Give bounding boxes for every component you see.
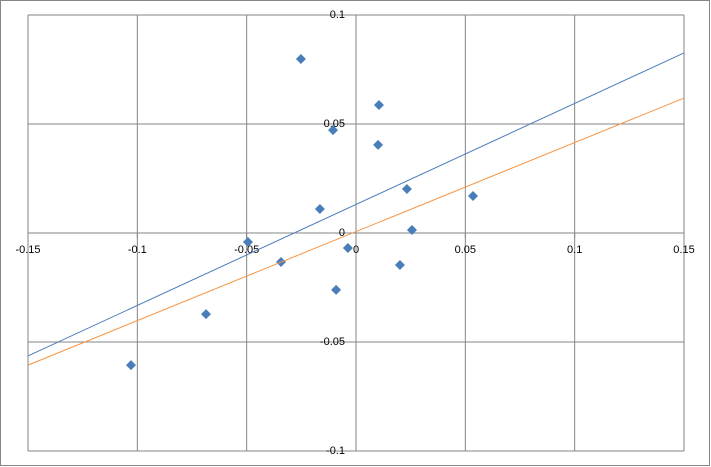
data-point <box>373 139 384 150</box>
data-point <box>401 183 412 194</box>
x-tick-label: 0.1 <box>567 244 582 256</box>
x-tick-label: -0.05 <box>234 244 259 256</box>
data-point <box>200 309 211 320</box>
data-point <box>342 243 353 254</box>
data-point <box>373 100 384 111</box>
y-tick-label: 0 <box>339 227 345 239</box>
y-tick-label: -0.05 <box>320 336 345 348</box>
trend-line <box>27 97 685 366</box>
data-point <box>406 224 417 235</box>
x-tick-label: -0.15 <box>15 244 40 256</box>
x-tick-label: -0.1 <box>128 244 147 256</box>
data-point <box>394 260 405 271</box>
trend-line <box>27 52 685 357</box>
data-point <box>242 236 253 247</box>
data-point <box>467 190 478 201</box>
y-tick-label: -0.1 <box>326 445 345 457</box>
data-point <box>295 54 306 65</box>
data-point <box>331 284 342 295</box>
plot: -0.15 -0.1 -0.05 0 0.05 0.1 0.15 -0.1 -0.05 0 0.05… <box>15 9 694 457</box>
x-tick-label: 0 <box>353 244 359 256</box>
x-tick-label: 0.15 <box>673 244 694 256</box>
y-tick-label: 0.1 <box>330 9 345 21</box>
x-tick-label: 0.05 <box>455 244 476 256</box>
data-point <box>328 125 339 136</box>
data-point <box>125 360 136 371</box>
y-tick-label: 0.05 <box>324 118 345 130</box>
data-point <box>314 204 325 215</box>
